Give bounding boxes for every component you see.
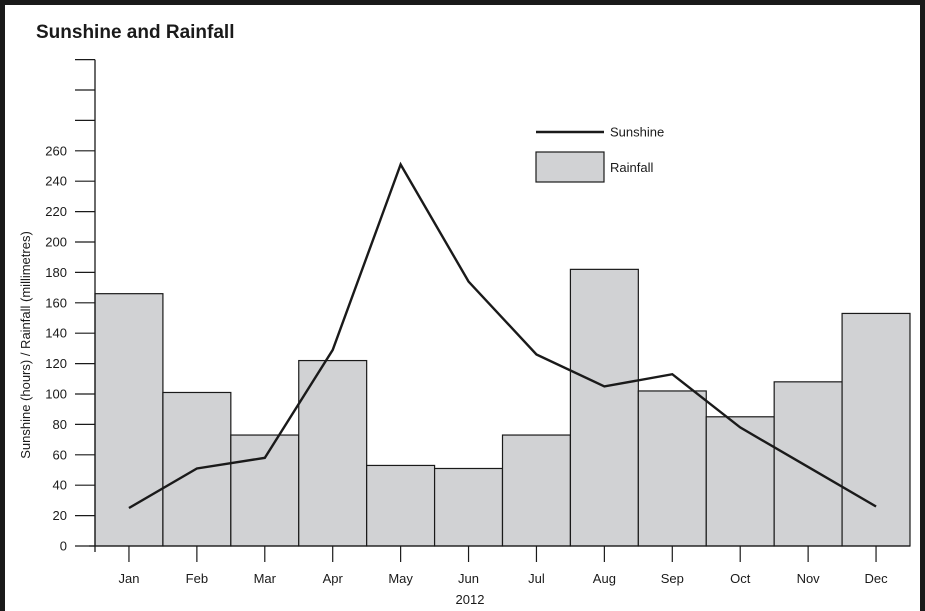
x-tick-label-sep: Sep [661, 571, 684, 586]
x-tick-label-feb: Feb [186, 571, 208, 586]
rainfall-bar-mar [230, 434, 300, 547]
y-tick-label: 40 [53, 478, 67, 493]
x-axis-label: 2012 [456, 592, 485, 607]
rainfall-bar-oct [705, 416, 775, 547]
rainfall-bar-jul [501, 434, 572, 547]
x-tick-label-jun: Jun [458, 571, 479, 586]
y-tick-label: 140 [45, 326, 67, 341]
y-tick-label: 160 [45, 295, 67, 310]
rainfall-bar-aug [569, 268, 639, 547]
sunshine-line [128, 161, 877, 510]
legend-rainfall-label: Rainfall [610, 160, 653, 175]
x-tick-label-apr: Apr [323, 571, 344, 586]
rainfall-bars [94, 268, 911, 547]
y-tick-label: 240 [45, 174, 67, 189]
x-tick-label-may: May [388, 571, 413, 586]
rainfall-bar-dec [841, 312, 911, 547]
y-axis-label: Sunshine (hours) / Rainfall (millimetres… [18, 231, 33, 459]
y-tick-label: 260 [45, 143, 67, 158]
y-tick-label: 0 [60, 539, 67, 554]
y-tick-label: 200 [45, 235, 67, 250]
rainfall-bar-may [366, 464, 436, 547]
x-tick-label-dec: Dec [864, 571, 888, 586]
y-tick-label: 80 [53, 417, 67, 432]
chart-title: Sunshine and Rainfall [36, 22, 235, 43]
y-tick-label: 100 [45, 387, 67, 402]
x-tick-label-aug: Aug [593, 571, 616, 586]
legend-rainfall-swatch [535, 151, 605, 183]
rainfall-bar-apr [298, 359, 368, 547]
rainfall-bar-nov [773, 381, 843, 547]
x-tick-label-nov: Nov [797, 571, 821, 586]
x-tick-label-mar: Mar [254, 571, 277, 586]
y-tick-label: 60 [53, 447, 67, 462]
y-tick-label: 20 [53, 508, 67, 523]
rainfall-bar-jan [94, 293, 164, 547]
rainfall-bar-jun [433, 467, 504, 547]
y-tick-label: 120 [45, 356, 67, 371]
x-tick-label-jan: Jan [118, 571, 139, 586]
sunshine-line-layer [128, 161, 877, 510]
y-tick-label: 220 [45, 204, 67, 219]
x-tick-label-jul: Jul [528, 571, 545, 586]
y-tick-label: 180 [45, 265, 67, 280]
rainfall-bar-sep [637, 390, 707, 547]
x-tick-label-oct: Oct [730, 571, 751, 586]
axes: 0 20 40 60 80 100 120 140 160 180 200 220 240 260 Jan F… [45, 58, 910, 586]
legend: Sunshine Rainfall [535, 125, 664, 183]
legend-sunshine-label: Sunshine [610, 125, 664, 140]
